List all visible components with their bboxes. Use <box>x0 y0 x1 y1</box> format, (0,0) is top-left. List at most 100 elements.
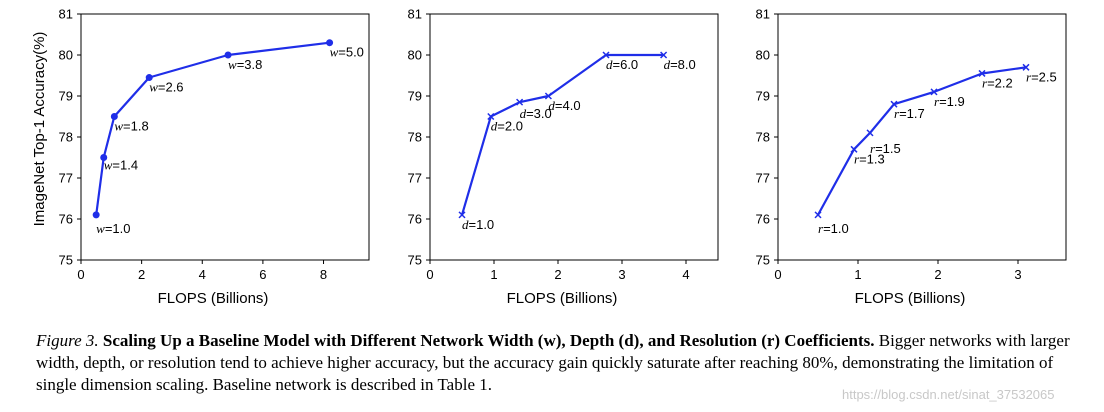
caption-body: Bigger networks with larger width, depth… <box>36 331 1070 394</box>
data-label: w=1.8 <box>114 119 148 134</box>
series-line <box>460 53 664 216</box>
charts-area: 0 2 4 6 8 75 76 77 78 79 80 81 FLOPS (Billions) Image… <box>31 7 1067 307</box>
y-tick-label: 81 <box>756 7 770 22</box>
data-label-value: =1.9 <box>939 94 965 109</box>
data-label: r=1.9 <box>934 94 965 109</box>
data-label-value: =1.4 <box>112 158 138 173</box>
data-point-stroke <box>850 145 858 153</box>
data-point-stroke <box>890 100 898 108</box>
figure-caption: Figure 3. Scaling Up a Baseline Model wi… <box>36 330 1096 396</box>
data-label-value: =3.0 <box>526 106 552 121</box>
data-label-var: w <box>114 119 123 134</box>
data-point <box>930 88 938 96</box>
data-label-var: r <box>870 141 876 156</box>
y-tick-label: 80 <box>756 48 770 63</box>
data-label: r=1.0 <box>818 221 849 236</box>
data-label-value: =4.0 <box>555 98 581 113</box>
data-point <box>516 98 524 106</box>
x-tick-label: 2 <box>138 267 145 282</box>
data-label-var: r <box>894 106 900 121</box>
y-tick-label: 81 <box>408 7 422 22</box>
data-label-var: w <box>228 57 237 72</box>
data-label-var: w <box>330 45 339 60</box>
data-label: w=3.8 <box>228 57 262 72</box>
data-point-stroke <box>866 129 874 137</box>
data-point <box>602 51 610 59</box>
x-tick-label: 4 <box>682 267 689 282</box>
data-label-var: d <box>520 106 527 121</box>
data-point-stroke <box>516 98 524 106</box>
x-tick-label: 1 <box>854 267 861 282</box>
x-tick-label: 6 <box>259 267 266 282</box>
data-label-value: =1.7 <box>899 106 925 121</box>
x-tick-label: 4 <box>199 267 206 282</box>
data-label: r=1.7 <box>894 106 925 121</box>
data-label-var: d <box>606 57 613 72</box>
y-tick-label: 75 <box>408 253 422 268</box>
x-axis-label: FLOPS (Billions) <box>158 290 269 307</box>
data-label: w=1.4 <box>104 158 138 173</box>
data-point-stroke <box>978 69 986 77</box>
data-label-value: =3.8 <box>237 57 263 72</box>
caption-title: Scaling Up a Baseline Model with Differe… <box>102 331 875 350</box>
x-tick-label: 3 <box>618 267 625 282</box>
data-point <box>487 112 495 121</box>
data-point-stroke <box>660 51 668 59</box>
data-point <box>326 39 334 47</box>
data-point <box>544 92 552 100</box>
y-tick-label: 78 <box>59 130 73 145</box>
data-label-var: w <box>104 158 113 173</box>
data-label: d=3.0 <box>520 106 552 121</box>
data-label-var: r <box>818 221 824 236</box>
data-label: d=4.0 <box>548 98 580 113</box>
y-tick-label: 79 <box>756 89 770 104</box>
data-label-var: r <box>934 94 940 109</box>
data-point-stroke <box>487 112 495 121</box>
data-point <box>110 113 118 120</box>
data-label-var: w <box>96 221 105 236</box>
x-tick-label: 1 <box>490 267 497 282</box>
y-tick-label: 76 <box>59 212 73 227</box>
data-point <box>866 129 874 137</box>
data-label-value: =1.0 <box>823 221 849 236</box>
data-point <box>814 211 822 219</box>
data-point-stroke <box>458 211 466 219</box>
data-label-var: r <box>1026 69 1032 84</box>
x-tick-label: 0 <box>774 267 781 282</box>
data-label-var: d <box>462 217 469 232</box>
data-label: w=5.0 <box>330 45 364 60</box>
data-label: d=1.0 <box>462 217 494 232</box>
data-point <box>660 51 668 59</box>
data-point <box>145 74 153 82</box>
x-axis-label: FLOPS (Billions) <box>507 290 618 307</box>
data-point <box>978 69 986 77</box>
data-label: d=8.0 <box>664 57 696 72</box>
data-label-var: d <box>548 98 555 113</box>
data-label: r=1.5 <box>870 141 901 156</box>
y-tick-label: 77 <box>59 171 73 186</box>
x-tick-label: 2 <box>554 267 561 282</box>
chart-panel-1: 0 2 4 6 8 75 76 77 78 79 80 81 FLOPS (Billions) Image… <box>31 7 370 307</box>
y-tick-label: 81 <box>59 7 73 22</box>
data-label: r=2.2 <box>982 75 1013 90</box>
data-point <box>100 154 108 161</box>
data-label-var: r <box>982 75 988 90</box>
data-point <box>92 211 100 219</box>
x-tick-label: 0 <box>77 267 84 282</box>
data-label-value: =5.0 <box>338 45 364 60</box>
data-label-value: =8.0 <box>670 57 696 72</box>
y-tick-label: 77 <box>756 171 770 186</box>
data-label-var: d <box>491 119 498 134</box>
watermark: https://blog.csdn.net/sinat_37532065 <box>842 387 1055 402</box>
y-tick-label: 80 <box>59 48 73 63</box>
y-axis-label: ImageNet Top-1 Accuracy(%) <box>31 32 48 227</box>
x-tick-label: 0 <box>426 267 433 282</box>
data-label: r=2.5 <box>1026 69 1057 84</box>
series-line <box>95 41 330 216</box>
data-label-value: =2.5 <box>1031 69 1057 84</box>
data-label: r=1.3 <box>854 151 885 166</box>
x-tick-label: 2 <box>934 267 941 282</box>
data-point <box>850 145 858 153</box>
